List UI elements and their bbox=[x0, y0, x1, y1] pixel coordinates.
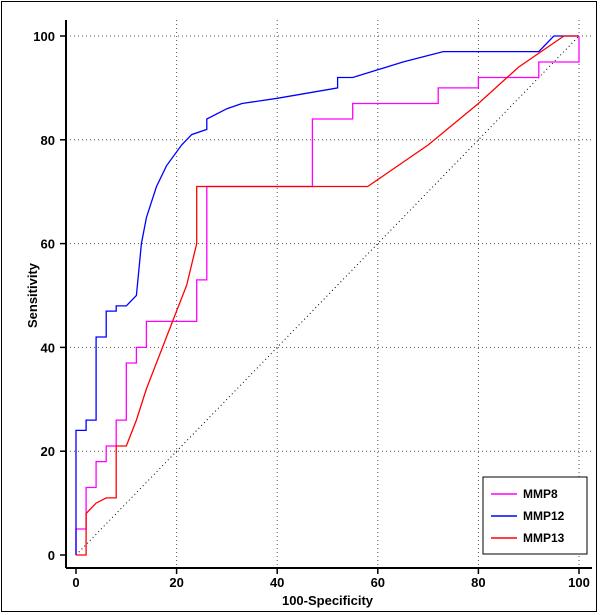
x-tick-label: 0 bbox=[72, 575, 79, 590]
series-layer bbox=[75, 35, 580, 556]
y-axis-title: Sensitivity bbox=[25, 262, 40, 328]
reference-diagonal-line bbox=[75, 35, 580, 556]
x-tick-label: 100 bbox=[568, 575, 590, 590]
tick-labels: 0 20 40 60 80 100 0 20 40 60 80 100 bbox=[33, 29, 590, 590]
axes bbox=[60, 20, 592, 574]
x-tick-label: 60 bbox=[371, 575, 385, 590]
legend-label-mmp13: MMP13 bbox=[523, 531, 565, 545]
y-tick-label: 0 bbox=[48, 548, 55, 563]
y-tick-label: 60 bbox=[41, 237, 55, 252]
x-tick-label: 40 bbox=[270, 575, 284, 590]
x-tick-label: 80 bbox=[471, 575, 485, 590]
series-line-mmp8 bbox=[75, 36, 580, 555]
x-tick-label: 20 bbox=[169, 575, 183, 590]
legend-label-mmp8: MMP8 bbox=[523, 487, 558, 501]
series-line-mmp13 bbox=[76, 35, 579, 556]
legend-label-mmp12: MMP12 bbox=[523, 509, 565, 523]
y-tick-label: 100 bbox=[33, 29, 55, 44]
series-line-mmp12 bbox=[75, 35, 579, 555]
legend: MMP8 MMP12 MMP13 bbox=[482, 476, 588, 555]
y-tick-label: 40 bbox=[41, 340, 55, 355]
y-tick-label: 80 bbox=[41, 133, 55, 148]
x-axis-title: 100-Specificity bbox=[282, 593, 374, 608]
y-tick-label: 20 bbox=[41, 444, 55, 459]
